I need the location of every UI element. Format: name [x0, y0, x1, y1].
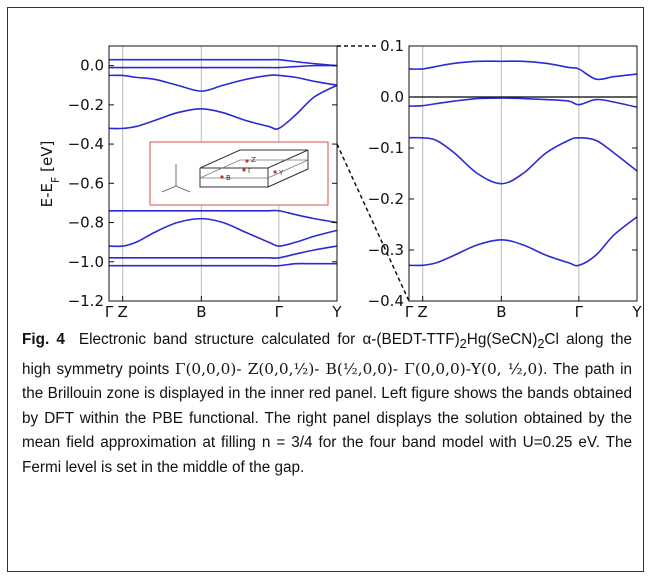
brillouin-zone-inset: ZΓ B Y — [149, 141, 329, 206]
right-ytick-label-0: 0.1 — [380, 37, 404, 55]
right-ytick-label-2: −0.1 — [368, 139, 404, 157]
right-ytick-label-5: −0.4 — [368, 292, 404, 310]
inset-point-3 — [273, 170, 277, 174]
left-ylabel-sub: F — [49, 177, 62, 183]
left-band-7 — [109, 262, 337, 267]
left-ytick-label-6: −1.2 — [68, 292, 104, 310]
inset-box-side — [267, 150, 309, 188]
figure-caption: Fig. 4 Electronic band structure calculat… — [22, 328, 632, 480]
left-ylabel-main: E-E — [38, 183, 56, 207]
left-band-1 — [109, 64, 338, 69]
inset-point-2 — [220, 175, 224, 179]
right-axes-frame — [408, 45, 638, 302]
caption-text-part: Electronic band structure calculated for… — [78, 331, 460, 348]
left-band-3 — [108, 84, 338, 130]
right-band-3 — [408, 216, 638, 267]
inset-point-label-1: Γ — [248, 167, 252, 175]
inset-axis-y — [175, 185, 191, 193]
inset-point-label-0: Z — [251, 156, 256, 164]
inset-border — [149, 141, 329, 206]
right-band-panel: 0.10.0−0.1−0.2−0.3−0.4Γ Z B Γ Y — [368, 37, 643, 321]
caption-text-part: 2 — [537, 336, 545, 352]
left-band-5 — [108, 217, 338, 248]
right-xtick-label-2: B — [496, 303, 506, 321]
left-xtick-label-3: Γ — [275, 303, 284, 321]
left-ytick-label-5: −1.0 — [68, 253, 104, 271]
right-band-0 — [408, 60, 638, 81]
left-ytick-label-4: −0.8 — [68, 214, 104, 232]
left-ytick-label-0: 0.0 — [80, 57, 104, 75]
right-xtick-label-0: Γ — [405, 303, 414, 321]
caption-text-part: . The path in the Brillouin zone is disp… — [22, 360, 633, 476]
right-band-1 — [408, 97, 638, 108]
inset-point-0 — [245, 159, 249, 163]
caption-label: Fig. 4 — [22, 331, 65, 348]
inset-point-label-2: B — [226, 174, 231, 182]
figure-frame — [7, 7, 644, 572]
inset-point-1 — [242, 168, 246, 172]
left-xtick-label-2: B — [196, 303, 206, 321]
left-ytick-label-1: −0.2 — [68, 96, 104, 114]
inset-box-mid — [199, 159, 308, 179]
caption-text-part: Cl along the high symmetry points — [22, 331, 632, 378]
right-ytick-label-1: 0.0 — [380, 88, 404, 106]
left-ylabel: E-EF [eV] — [38, 141, 62, 208]
zoom-line-bottom — [336, 143, 410, 302]
left-band-2 — [108, 74, 338, 92]
left-band-panel: 0.0−0.2−0.4−0.6−0.8−1.0−1.2Γ Z B Γ YE-EF [eV… — [38, 45, 342, 321]
left-band-0 — [109, 58, 338, 67]
band-structure-figure: 0.0−0.2−0.4−0.6−0.8−1.0−1.2Γ Z B Γ YE-EF [eV… — [38, 37, 643, 321]
left-band-6 — [109, 245, 338, 259]
right-xtick-label-1: Z — [418, 303, 428, 321]
left-ytick-label-2: −0.4 — [68, 135, 104, 153]
right-xtick-label-4: Y — [631, 303, 642, 321]
inset-axis-x — [161, 185, 177, 193]
left-xtick-label-4: Y — [331, 303, 342, 321]
zoom-connector-lines — [336, 45, 410, 302]
right-xtick-label-3: Γ — [575, 303, 584, 321]
right-band-2 — [408, 136, 638, 185]
left-axes-frame — [108, 45, 338, 302]
caption-text-part: Γ(0,0,0)- Z(0,0,½)- B(½,0,0)- Γ(0,0,0)-Y… — [174, 359, 544, 378]
inset-point-label-3: Y — [278, 169, 284, 177]
right-ytick-label-4: −0.3 — [368, 241, 404, 259]
left-xtick-label-0: Γ — [105, 303, 114, 321]
left-ytick-label-3: −0.6 — [68, 174, 104, 192]
left-ylabel-unit: [eV] — [38, 141, 56, 177]
right-ytick-label-3: −0.2 — [368, 190, 404, 208]
caption-text-part: 2 — [459, 336, 467, 352]
left-xtick-label-1: Z — [118, 303, 128, 321]
left-band-4 — [109, 209, 338, 224]
caption-text-part: Hg(SeCN) — [466, 331, 538, 348]
inset-box-front — [199, 168, 269, 188]
